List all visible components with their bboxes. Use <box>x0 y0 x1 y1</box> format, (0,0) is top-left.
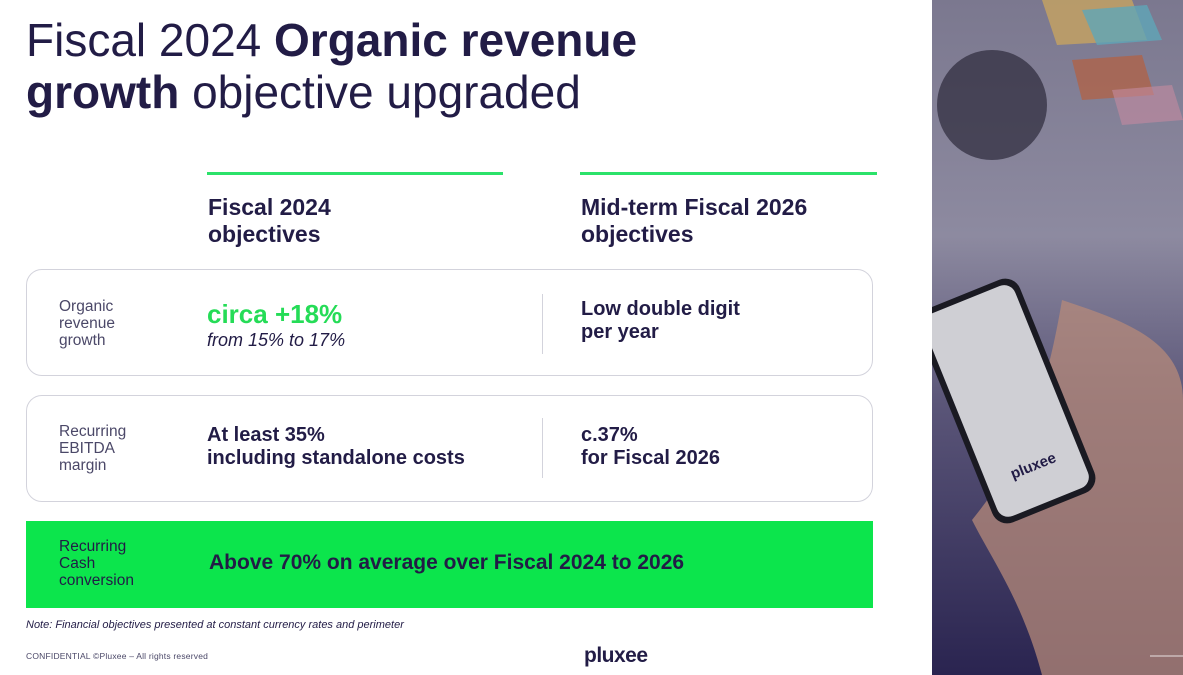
band-label: Recurring Cash conversion <box>59 538 134 589</box>
footnote: Note: Financial objectives presented at … <box>26 619 404 631</box>
fy2024-value: circa +18% from 15% to 17% <box>207 299 346 350</box>
row-organic-revenue-growth: Organic revenue growth circa +18% from 1… <box>26 269 873 376</box>
cell-divider <box>542 418 543 478</box>
row-recurring-ebitda-margin: Recurring EBITDA margin At least 35% inc… <box>26 395 873 502</box>
row-label: Organic revenue growth <box>59 298 116 349</box>
cash-conversion-band: Recurring Cash conversion Above 70% on a… <box>26 521 873 608</box>
band-text: Above 70% on average over Fiscal 2024 to… <box>209 551 685 574</box>
column-header-midterm: Mid-term Fiscal 2026 objectives <box>581 194 808 247</box>
row-label: Recurring EBITDA margin <box>59 423 127 474</box>
column-rule-midterm <box>580 172 877 175</box>
cell-divider <box>542 294 543 354</box>
page-title: Fiscal 2024 Organic revenue growth objec… <box>26 14 638 118</box>
confidential-notice: CONFIDENTIAL ©Pluxee – All rights reserv… <box>26 651 209 661</box>
photo-illustration: pluxee <box>932 0 1183 675</box>
hero-photo: pluxee <box>932 0 1183 675</box>
midterm-value: Low double digit per year <box>581 298 740 343</box>
column-rule-fy2024 <box>207 172 503 175</box>
pluxee-logo: pluxee <box>584 644 648 667</box>
fy2024-value: At least 35% including standalone costs <box>207 424 465 469</box>
column-header-fy2024: Fiscal 2024 objectives <box>208 194 331 247</box>
midterm-value: c.37% for Fiscal 2026 <box>581 424 720 469</box>
